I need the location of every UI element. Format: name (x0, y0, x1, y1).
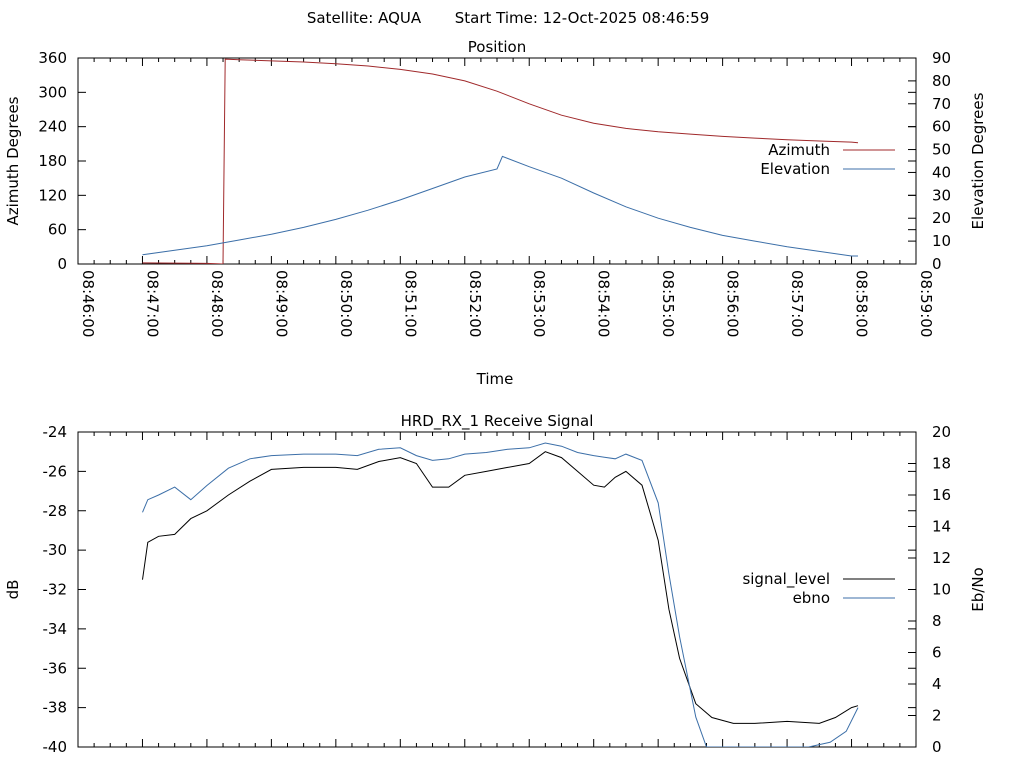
legend-label: signal_level (742, 570, 830, 589)
x-tick-label: 08:52:00 (466, 270, 484, 337)
x-tick-label: 08:49:00 (272, 270, 290, 337)
y-tick-label: 240 (38, 118, 67, 136)
y2-tick-label: 50 (932, 141, 951, 159)
y2-tick-label: 18 (932, 455, 951, 473)
series-line-ebno (142, 442, 859, 747)
y2-tick-label: 0 (932, 255, 942, 273)
y2-tick-label: 6 (932, 644, 942, 662)
y2-axis-label: Eb/No (969, 567, 987, 611)
y-tick-label: -24 (43, 423, 68, 441)
y-tick-label: -28 (43, 502, 68, 520)
x-tick-label: 08:50:00 (337, 270, 355, 337)
y-tick-label: 360 (38, 49, 67, 67)
y-tick-label: -30 (43, 541, 68, 559)
y2-tick-label: 40 (932, 163, 951, 181)
y2-tick-label: 0 (932, 738, 942, 756)
x-tick-label: 08:59:00 (917, 270, 935, 337)
y-axis-label: Azimuth Degrees (4, 96, 22, 225)
y2-tick-label: 20 (932, 209, 951, 227)
chart-title: HRD_RX_1 Receive Signal (401, 412, 594, 431)
plot-frame (77, 431, 917, 748)
y2-tick-label: 70 (932, 95, 951, 113)
y2-tick-label: 2 (932, 707, 942, 725)
legend-label: Azimuth (768, 141, 830, 159)
x-tick-label: 08:57:00 (788, 270, 806, 337)
x-tick-label: 08:58:00 (853, 270, 871, 337)
receive-signal-chart: HRD_RX_1 Receive Signal -40 -38 -36 -34 -32 -3… (4, 412, 987, 756)
y2-tick-label: 90 (932, 49, 951, 67)
x-tick-label: 08:53:00 (530, 270, 548, 337)
y2-tick-label: 10 (932, 581, 951, 599)
x-tick-label: 08:54:00 (595, 270, 613, 337)
y-tick-label: 300 (38, 83, 67, 101)
y2-tick-label: 8 (932, 612, 942, 630)
x-tick-label: 08:56:00 (724, 270, 742, 337)
x-axis-label: Time (476, 370, 514, 388)
y2-tick-label: 80 (932, 72, 951, 90)
y2-tick-label: 4 (932, 675, 942, 693)
series-group (142, 442, 859, 747)
y-tick-label: 0 (57, 255, 67, 273)
legend-label: Elevation (760, 160, 830, 178)
y2-tick-label: 14 (932, 518, 951, 536)
y-tick-label: 120 (38, 186, 67, 204)
y2-tick-label: 30 (932, 186, 951, 204)
series-line-azimuth (142, 58, 859, 264)
series-line-elevation (142, 155, 858, 257)
y-tick-label: -34 (43, 620, 68, 638)
satellite-label: Satellite: AQUA (307, 9, 422, 27)
series-group (142, 58, 859, 264)
position-chart: Position 0 60 120 180 240 300 360 0 10 20 30 40 50 60 7… (4, 38, 987, 388)
y-tick-label: -32 (43, 581, 68, 599)
y2-tick-label: 20 (932, 423, 951, 441)
y2-tick-label: 10 (932, 232, 951, 250)
x-tick-label: 08:55:00 (659, 270, 677, 337)
x-tick-label: 08:46:00 (79, 270, 97, 337)
y2-tick-label: 16 (932, 486, 951, 504)
y2-tick-label: 12 (932, 549, 951, 567)
chart-title: Position (468, 38, 526, 56)
y-axis-label: dB (4, 580, 22, 600)
x-tick-label: 08:48:00 (208, 270, 226, 337)
y-tick-label: -40 (43, 738, 68, 756)
y2-tick-label: 60 (932, 118, 951, 136)
legend-label: ebno (793, 589, 830, 607)
x-tick-label: 08:51:00 (401, 270, 419, 337)
y-tick-label: -36 (43, 659, 68, 677)
y-tick-label: 60 (48, 221, 67, 239)
y-tick-label: -38 (43, 699, 68, 717)
x-tick-label: 08:47:00 (143, 270, 161, 337)
series-line-signal-level (142, 451, 859, 724)
y-tick-label: 180 (38, 152, 67, 170)
start-time-label: Start Time: 12-Oct-2025 08:46:59 (455, 9, 710, 27)
y-tick-label: -26 (43, 462, 68, 480)
y2-axis-label: Elevation Degrees (969, 92, 987, 229)
